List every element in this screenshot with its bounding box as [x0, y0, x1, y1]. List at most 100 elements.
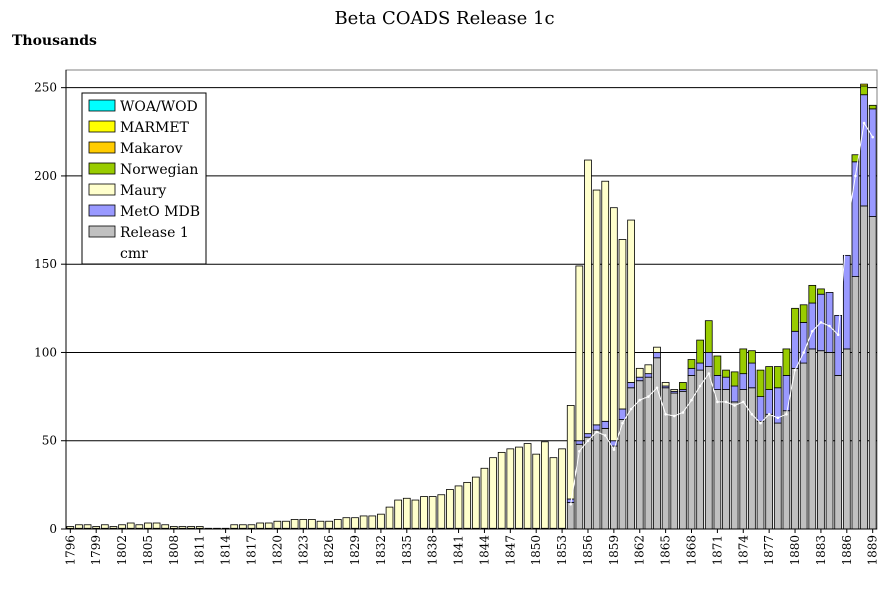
bar-norwegian	[791, 307, 799, 332]
x-tick-label: 1856	[581, 535, 595, 566]
bar-release-1	[842, 348, 851, 530]
cmr-point	[845, 227, 849, 231]
bar-maury	[471, 476, 480, 529]
y-tick-label: 100	[34, 345, 57, 359]
x-tick-label: 1796	[63, 535, 77, 566]
bar-release-1	[817, 350, 825, 530]
y-tick-label: 0	[49, 522, 57, 536]
bar-maury	[515, 446, 523, 529]
bar-meto-mdb	[584, 433, 592, 438]
bar-norwegian	[679, 382, 687, 390]
bar-release-1	[575, 443, 584, 530]
bar-maury	[489, 457, 497, 529]
bar-release-1	[687, 375, 696, 530]
bar-maury	[83, 524, 92, 529]
bar-maury	[169, 526, 178, 529]
bar-meto-mdb	[834, 314, 843, 376]
cmr-point	[716, 400, 719, 404]
bar-maury	[454, 485, 463, 529]
bar-norwegian	[713, 355, 722, 376]
bar-maury	[144, 522, 152, 529]
x-tick-label: 1829	[348, 535, 362, 566]
cmr-line	[570, 121, 874, 505]
cmr-point	[603, 434, 607, 437]
bar-meto-mdb	[601, 420, 610, 429]
legend-swatch	[88, 204, 116, 217]
bar-meto-mdb	[687, 367, 696, 376]
legend-label: MetO MDB	[120, 204, 200, 220]
bar-release-1	[868, 216, 877, 530]
bar-meto-mdb	[808, 302, 817, 350]
x-tick-label: 1886	[840, 535, 854, 566]
cmr-point	[862, 121, 866, 125]
bar-maury	[653, 346, 661, 353]
cmr-point	[767, 413, 771, 416]
x-tick-label: 1823	[296, 535, 310, 566]
bar-maury	[584, 159, 592, 435]
bar-norwegian	[730, 371, 739, 387]
bar-maury	[437, 494, 446, 529]
axes: 0 50 100 150 200 250 1796 1799 1802 1805 1808 1811 1…	[34, 70, 880, 566]
bar-maury	[195, 526, 204, 529]
bar-release-1	[601, 427, 610, 530]
bar-meto-mdb	[739, 373, 748, 390]
bar-maury	[333, 519, 342, 529]
x-tick-label: 1859	[607, 535, 621, 566]
legend-swatch	[88, 120, 116, 133]
bar-maury	[351, 517, 359, 529]
bar-norwegian	[756, 369, 765, 397]
bar-meto-mdb	[713, 375, 722, 390]
legend-swatch	[88, 99, 116, 112]
cmr-point	[595, 430, 598, 434]
bar-release-1	[773, 422, 782, 530]
legend-swatch	[88, 225, 116, 238]
cmr-point	[828, 324, 831, 328]
x-tick-label: 1835	[400, 535, 414, 566]
cmr-point	[759, 421, 762, 425]
bar-maury	[610, 207, 618, 442]
bar-release-1	[713, 389, 722, 530]
x-tick-label: 1850	[529, 535, 543, 566]
bar-maury	[282, 520, 290, 529]
bar-maury	[480, 467, 489, 529]
y-tick-label: 150	[34, 257, 57, 271]
bar-maury	[575, 265, 584, 442]
bar-marmet	[860, 83, 868, 87]
cmr-point	[612, 448, 616, 451]
bar-meto-mdb	[851, 161, 860, 277]
y-tick-label: 250	[34, 81, 57, 95]
bar-maury	[368, 515, 377, 529]
bar-norwegian	[799, 304, 808, 323]
bar-maury	[377, 513, 385, 529]
x-tick-label: 1889	[866, 535, 880, 566]
bar-maury	[100, 524, 109, 529]
bar-meto-mdb	[635, 376, 644, 382]
bar-maury	[290, 519, 299, 529]
x-tick-label: 1853	[555, 535, 569, 566]
bar-norwegian	[782, 348, 791, 376]
bar-maury	[161, 524, 170, 529]
cmr-point	[724, 400, 728, 404]
x-tick-label: 1862	[633, 535, 647, 566]
bar-maury	[118, 524, 126, 529]
x-tick-label: 1799	[89, 535, 103, 566]
bar-release-1	[739, 389, 748, 530]
bar-meto-mdb	[653, 352, 661, 359]
legend-label-cmr: cmr	[120, 246, 148, 262]
cmr-point	[673, 414, 676, 418]
bar-norwegian	[722, 369, 730, 378]
bar-release-1	[618, 419, 627, 530]
cmr-point	[793, 368, 797, 372]
bar-maury	[497, 451, 506, 529]
bar-norwegian	[739, 348, 748, 375]
cmr-point	[750, 413, 754, 416]
bar-release-1	[748, 387, 756, 530]
x-tick-label: 1841	[452, 535, 466, 566]
bar-release-1	[851, 276, 860, 530]
cmr-point	[655, 386, 659, 390]
bar-maury	[299, 519, 308, 529]
bar-maury	[549, 457, 558, 529]
x-tick-label: 1838	[426, 535, 440, 566]
bar-release-1	[722, 389, 730, 530]
